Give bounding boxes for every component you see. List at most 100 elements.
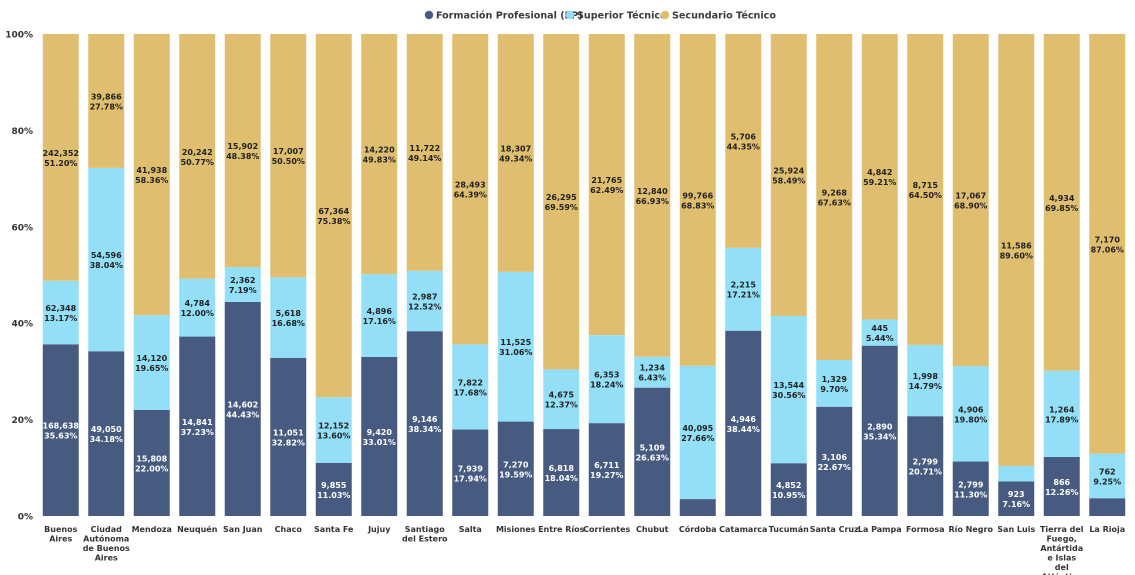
data-label-count: 5,109: [640, 443, 666, 452]
data-label-percent: 19.65%: [135, 364, 168, 373]
data-label-count: 6,711: [594, 461, 620, 470]
bar-segment: [406, 331, 443, 516]
x-tick-label-line: Tierra del: [1040, 525, 1084, 534]
data-label-percent: 20.71%: [909, 468, 942, 477]
data-label-count: 168,638: [43, 422, 80, 431]
data-label-count: 5,618: [276, 309, 302, 318]
data-label-percent: 31.06%: [499, 348, 532, 357]
data-label-count: 2,799: [913, 458, 939, 467]
bar-segment: [634, 356, 671, 388]
data-label-percent: 7.16%: [1002, 500, 1030, 509]
data-label-percent: 32.82%: [272, 438, 305, 447]
legend-swatch-2: [565, 10, 575, 20]
data-label-count: 11,586: [1001, 241, 1032, 250]
x-tick-label: Río Negro: [949, 525, 994, 534]
data-label-percent: 58.36%: [135, 176, 168, 185]
x-tick-label-line: Aires: [49, 535, 72, 544]
data-label-count: 67,364: [318, 207, 349, 216]
bar-segment: [497, 421, 534, 516]
bar-segment: [361, 274, 398, 357]
bar-segment: [179, 34, 216, 279]
y-tick-label: 0%: [18, 513, 33, 523]
data-label-percent: 30.56%: [772, 391, 805, 400]
data-label-count: 54,596: [91, 251, 122, 260]
bar-segment: [452, 429, 489, 516]
bar-segment: [270, 34, 307, 278]
bar-segment: [998, 465, 1035, 482]
data-label-count: 866: [1053, 478, 1070, 487]
y-tick-label: 80%: [11, 127, 33, 137]
data-label-count: 4,896: [367, 307, 393, 316]
data-label-percent: 12.00%: [181, 309, 214, 318]
bar-segment: [497, 271, 534, 422]
bar-segment: [1043, 370, 1080, 457]
x-tick-label-line: La Pampa: [858, 525, 902, 534]
data-label-percent: 87.06%: [1091, 245, 1124, 254]
bar-segment: [42, 34, 79, 281]
data-label-percent: 62.49%: [590, 186, 623, 195]
x-tick-label-line: Córdoba: [679, 524, 717, 534]
bar-segment: [679, 499, 716, 516]
x-tick-label-line: Autónoma: [83, 534, 129, 544]
legend-swatch-1: [424, 10, 434, 20]
data-label-count: 17,067: [955, 192, 986, 201]
bar-segment: [406, 270, 443, 332]
data-label-percent: 17.68%: [454, 388, 487, 397]
bar-segment: [406, 34, 443, 271]
x-tick-label: La Pampa: [858, 525, 902, 534]
x-tick-label-line: Río Negro: [949, 525, 994, 534]
x-tick-label: Santa Fe: [314, 525, 354, 534]
data-label-count: 4,906: [958, 405, 984, 414]
y-tick-label: 60%: [11, 223, 33, 233]
data-label-count: 2,799: [958, 480, 984, 489]
x-tick-label-line: de Buenos: [83, 544, 130, 553]
data-label-percent: 5.44%: [866, 334, 894, 343]
bar-segment: [725, 247, 762, 331]
x-tick-label: Formosa: [906, 525, 945, 534]
data-label-percent: 22.67%: [818, 463, 851, 472]
data-label-percent: 49.83%: [363, 156, 396, 165]
bar-segment: [42, 344, 79, 516]
data-label-count: 4,934: [1049, 194, 1075, 203]
legend-swatch-3: [660, 10, 670, 20]
x-tick-label: Misiones: [496, 525, 536, 534]
bar-segment: [952, 366, 989, 462]
data-label-percent: 19.59%: [499, 470, 532, 479]
data-label-percent: 12.37%: [545, 401, 578, 410]
bar-segment: [907, 34, 944, 345]
data-label-percent: 37.23%: [181, 428, 214, 437]
x-tick-label-line: e Islas: [1047, 554, 1076, 563]
data-label-percent: 48.38%: [226, 152, 259, 161]
data-label-percent: 69.85%: [1045, 204, 1078, 213]
data-label-percent: 49.14%: [408, 154, 441, 163]
x-tick-label: Chaco: [275, 525, 303, 534]
x-tick-label-line: San Juan: [223, 525, 263, 534]
bar-segment: [452, 344, 489, 430]
bar-segment: [133, 409, 170, 516]
x-tick-label: Tucumán: [769, 525, 809, 534]
data-label-percent: 38.44%: [727, 425, 760, 434]
data-label-percent: 27.66%: [681, 434, 714, 443]
bar-segment: [588, 335, 625, 424]
data-label-count: 11,722: [409, 144, 440, 153]
bar-segment: [88, 167, 125, 352]
data-label-percent: 18.04%: [545, 474, 578, 483]
data-label-count: 6,818: [549, 464, 575, 473]
data-label-count: 4,842: [867, 168, 892, 177]
data-label-percent: 38.04%: [90, 261, 123, 270]
x-tick-label: Mendoza: [132, 525, 172, 534]
data-label-percent: 58.49%: [772, 176, 805, 185]
data-label-percent: 67.63%: [818, 198, 851, 207]
data-label-percent: 7.19%: [229, 286, 257, 295]
data-label-percent: 50.77%: [181, 158, 214, 167]
data-label-count: 9,268: [822, 188, 848, 197]
